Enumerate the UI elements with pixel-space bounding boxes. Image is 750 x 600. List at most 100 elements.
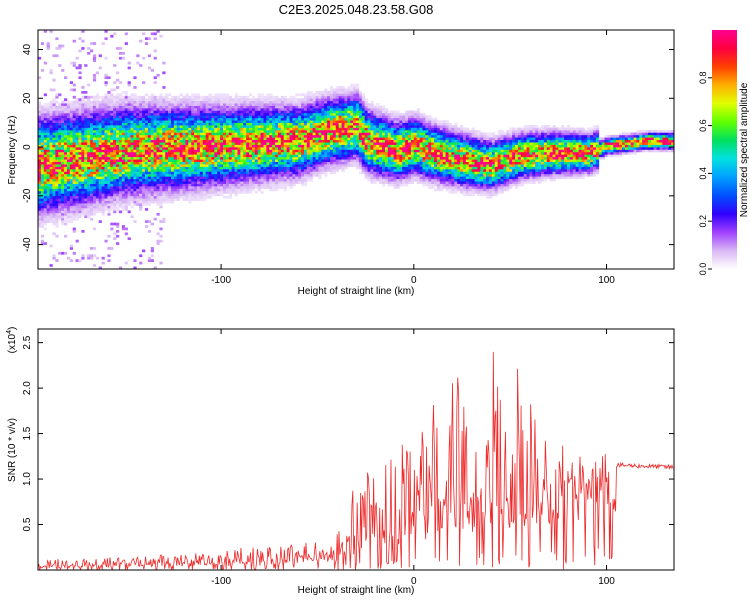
spectrogram-cell bbox=[329, 137, 334, 141]
spectrogram-cell bbox=[249, 125, 253, 128]
spectrogram-cell bbox=[312, 154, 316, 158]
spectrogram-cell bbox=[275, 181, 279, 184]
spectrogram-cell bbox=[269, 161, 273, 165]
spectrogram-cell bbox=[142, 98, 146, 102]
spectrogram-cell bbox=[173, 134, 178, 138]
spectrogram-cell bbox=[292, 98, 296, 102]
spectrogram-cell bbox=[153, 173, 157, 177]
spectrogram-cell bbox=[257, 144, 261, 148]
spectrogram-cell bbox=[182, 137, 186, 141]
spectrogram-cell bbox=[277, 108, 282, 111]
spectrogram-cell bbox=[159, 176, 163, 180]
spectrogram-cell bbox=[286, 137, 290, 141]
spectrogram-cell bbox=[142, 122, 146, 126]
spectrogram-cell bbox=[84, 64, 88, 67]
spectrogram-cell bbox=[90, 166, 94, 170]
spectrogram-cell bbox=[64, 186, 68, 189]
spectrogram-cell bbox=[43, 173, 47, 177]
spectrogram-cell bbox=[266, 120, 270, 123]
spectrogram-cell bbox=[165, 112, 169, 116]
spectrogram-cell bbox=[220, 95, 224, 99]
spectrogram-cell bbox=[237, 190, 241, 194]
spectrogram-cell bbox=[104, 176, 108, 180]
spectrogram-cell bbox=[225, 169, 230, 172]
spectrogram-cell bbox=[338, 134, 342, 138]
spectrogram-cell bbox=[90, 108, 94, 111]
spectrogram-cell bbox=[211, 100, 215, 104]
spectrogram-cell bbox=[165, 117, 169, 121]
spectrogram-cell bbox=[52, 254, 56, 258]
spectrogram-cell bbox=[87, 188, 91, 192]
spectrogram-cell bbox=[121, 134, 126, 138]
spectrogram-cell bbox=[127, 66, 131, 70]
spectrogram-cell bbox=[251, 120, 256, 123]
spectrogram-cell bbox=[358, 159, 363, 162]
spectrogram-cell bbox=[69, 244, 73, 248]
spectrogram-cell bbox=[191, 100, 195, 104]
spectrogram-cell bbox=[90, 49, 94, 53]
spectrogram-cell bbox=[197, 159, 201, 162]
spectrogram-cell bbox=[240, 169, 244, 172]
spectrogram-cell bbox=[116, 86, 120, 89]
spectrogram-cell bbox=[353, 159, 357, 162]
spectrogram-cell bbox=[98, 110, 102, 114]
spectrogram-cell bbox=[234, 115, 238, 119]
spectrogram-cell bbox=[92, 203, 97, 206]
spectrogram-cell bbox=[61, 217, 65, 221]
spectrogram-cell bbox=[199, 161, 204, 165]
spectrogram-cell bbox=[283, 186, 287, 189]
spectrogram-cell bbox=[116, 115, 120, 119]
spectrogram-cell bbox=[358, 117, 363, 121]
spectrogram-cell bbox=[246, 169, 250, 172]
spectrogram-cell bbox=[194, 115, 198, 119]
spectrogram-cell bbox=[309, 90, 313, 94]
spectrogram-cell bbox=[312, 120, 316, 123]
spectrogram-cell bbox=[208, 105, 212, 109]
spectrogram-cell bbox=[266, 100, 270, 104]
spectrogram-cell bbox=[153, 176, 157, 180]
spectrogram-cell bbox=[188, 166, 192, 170]
spectrogram-cell bbox=[202, 95, 206, 99]
spectrogram-cell bbox=[139, 132, 143, 136]
spectrogram-cell bbox=[55, 147, 59, 150]
spectrogram-cell bbox=[75, 98, 79, 102]
spectrogram-cell bbox=[263, 154, 267, 158]
spectrogram-cell bbox=[179, 156, 183, 160]
spectrogram-cell bbox=[188, 100, 192, 104]
spectrogram-cell bbox=[251, 186, 256, 189]
spectrogram-cell bbox=[191, 166, 195, 170]
spectrogram-cell bbox=[43, 151, 47, 155]
spectrogram-cell bbox=[266, 134, 270, 138]
spectrogram-cell bbox=[225, 188, 230, 192]
spectrogram-cell bbox=[246, 103, 250, 106]
spectrogram-cell bbox=[263, 137, 267, 141]
spectrogram-cell bbox=[101, 151, 105, 155]
spectrogram-cell bbox=[142, 154, 146, 158]
spectrogram-cell bbox=[211, 144, 215, 148]
spectrogram-cell bbox=[356, 103, 360, 106]
spectrogram-cell bbox=[43, 93, 47, 97]
spectrogram-cell bbox=[280, 115, 285, 119]
spectrogram-cell bbox=[347, 100, 351, 104]
spectrogram-cell bbox=[84, 186, 88, 189]
spectrogram-cell bbox=[306, 117, 311, 121]
spectrogram-cell bbox=[107, 93, 111, 97]
spectrogram-cell bbox=[49, 183, 53, 187]
spectrogram-cell bbox=[173, 122, 178, 126]
spectrogram-cell bbox=[150, 69, 154, 72]
spectrogram-cell bbox=[104, 103, 108, 106]
spectrogram-cell bbox=[127, 166, 131, 170]
spectrogram-cell bbox=[205, 159, 209, 162]
spectrogram-cell bbox=[306, 139, 311, 143]
spectrogram-cell bbox=[64, 122, 68, 126]
spectrogram-cell bbox=[72, 142, 76, 145]
spectrogram-cell bbox=[321, 105, 325, 109]
spectrogram-cell bbox=[243, 117, 247, 121]
spectrogram-cell bbox=[338, 112, 342, 116]
spectrogram-cell bbox=[246, 112, 250, 116]
spectrogram-cell bbox=[217, 183, 221, 187]
spectrogram-cell bbox=[156, 164, 160, 167]
spectrogram-cell bbox=[78, 161, 82, 165]
spectrogram-cell bbox=[127, 183, 131, 187]
spectrogram-cell bbox=[124, 261, 128, 265]
